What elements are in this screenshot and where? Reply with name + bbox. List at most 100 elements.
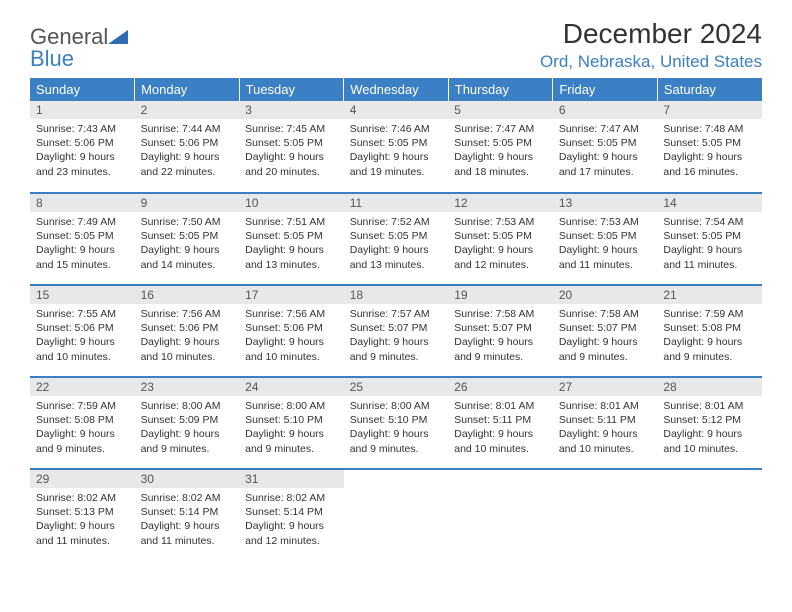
sunrise-text: Sunrise: 8:01 AM <box>663 399 756 413</box>
daylight-text-1: Daylight: 9 hours <box>36 519 129 533</box>
location-text: Ord, Nebraska, United States <box>540 52 762 72</box>
sunrise-text: Sunrise: 7:45 AM <box>245 122 338 136</box>
day-content: Sunrise: 7:59 AMSunset: 5:08 PMDaylight:… <box>30 396 135 460</box>
sunrise-text: Sunrise: 7:51 AM <box>245 215 338 229</box>
calendar-cell: 3Sunrise: 7:45 AMSunset: 5:05 PMDaylight… <box>239 101 344 193</box>
day-content: Sunrise: 8:00 AMSunset: 5:10 PMDaylight:… <box>344 396 449 460</box>
daylight-text-2: and 10 minutes. <box>36 350 129 364</box>
sunset-text: Sunset: 5:11 PM <box>454 413 547 427</box>
sunrise-text: Sunrise: 7:44 AM <box>141 122 234 136</box>
sunset-text: Sunset: 5:10 PM <box>245 413 338 427</box>
sunrise-text: Sunrise: 7:57 AM <box>350 307 443 321</box>
daylight-text-1: Daylight: 9 hours <box>454 335 547 349</box>
day-content: Sunrise: 7:46 AMSunset: 5:05 PMDaylight:… <box>344 119 449 183</box>
daylight-text-1: Daylight: 9 hours <box>663 150 756 164</box>
sunset-text: Sunset: 5:06 PM <box>245 321 338 335</box>
calendar-cell: 13Sunrise: 7:53 AMSunset: 5:05 PMDayligh… <box>553 193 658 285</box>
daylight-text-2: and 9 minutes. <box>36 442 129 456</box>
daylight-text-1: Daylight: 9 hours <box>245 243 338 257</box>
logo-word2: Blue <box>30 46 74 71</box>
daylight-text-1: Daylight: 9 hours <box>141 335 234 349</box>
daylight-text-2: and 9 minutes. <box>141 442 234 456</box>
daylight-text-1: Daylight: 9 hours <box>36 150 129 164</box>
daylight-text-2: and 15 minutes. <box>36 258 129 272</box>
sunrise-text: Sunrise: 7:58 AM <box>454 307 547 321</box>
calendar-cell <box>344 469 449 561</box>
day-number: 11 <box>344 194 449 212</box>
daylight-text-2: and 9 minutes. <box>454 350 547 364</box>
day-content: Sunrise: 7:59 AMSunset: 5:08 PMDaylight:… <box>657 304 762 368</box>
day-content: Sunrise: 7:56 AMSunset: 5:06 PMDaylight:… <box>239 304 344 368</box>
sunset-text: Sunset: 5:14 PM <box>245 505 338 519</box>
daylight-text-2: and 10 minutes. <box>141 350 234 364</box>
sunset-text: Sunset: 5:05 PM <box>559 229 652 243</box>
sunset-text: Sunset: 5:05 PM <box>454 136 547 150</box>
day-content: Sunrise: 7:43 AMSunset: 5:06 PMDaylight:… <box>30 119 135 183</box>
daylight-text-1: Daylight: 9 hours <box>245 519 338 533</box>
daylight-text-2: and 23 minutes. <box>36 165 129 179</box>
weekday-header: Monday <box>135 78 240 101</box>
sunrise-text: Sunrise: 7:58 AM <box>559 307 652 321</box>
daylight-text-1: Daylight: 9 hours <box>559 427 652 441</box>
day-content: Sunrise: 7:58 AMSunset: 5:07 PMDaylight:… <box>553 304 658 368</box>
day-number: 20 <box>553 286 658 304</box>
day-number: 29 <box>30 470 135 488</box>
daylight-text-1: Daylight: 9 hours <box>350 427 443 441</box>
calendar-cell: 17Sunrise: 7:56 AMSunset: 5:06 PMDayligh… <box>239 285 344 377</box>
calendar-table: Sunday Monday Tuesday Wednesday Thursday… <box>30 78 762 561</box>
calendar-cell: 8Sunrise: 7:49 AMSunset: 5:05 PMDaylight… <box>30 193 135 285</box>
day-number: 22 <box>30 378 135 396</box>
daylight-text-2: and 13 minutes. <box>350 258 443 272</box>
calendar-cell: 25Sunrise: 8:00 AMSunset: 5:10 PMDayligh… <box>344 377 449 469</box>
day-number: 7 <box>657 101 762 119</box>
sunrise-text: Sunrise: 8:00 AM <box>141 399 234 413</box>
day-number: 24 <box>239 378 344 396</box>
weekday-header: Wednesday <box>344 78 449 101</box>
sunrise-text: Sunrise: 8:01 AM <box>454 399 547 413</box>
day-number: 18 <box>344 286 449 304</box>
calendar-cell: 21Sunrise: 7:59 AMSunset: 5:08 PMDayligh… <box>657 285 762 377</box>
daylight-text-2: and 9 minutes. <box>350 442 443 456</box>
sunrise-text: Sunrise: 7:49 AM <box>36 215 129 229</box>
daylight-text-2: and 10 minutes. <box>559 442 652 456</box>
calendar-cell: 4Sunrise: 7:46 AMSunset: 5:05 PMDaylight… <box>344 101 449 193</box>
daylight-text-2: and 11 minutes. <box>36 534 129 548</box>
day-content: Sunrise: 7:54 AMSunset: 5:05 PMDaylight:… <box>657 212 762 276</box>
daylight-text-2: and 10 minutes. <box>663 442 756 456</box>
calendar-cell: 14Sunrise: 7:54 AMSunset: 5:05 PMDayligh… <box>657 193 762 285</box>
daylight-text-2: and 10 minutes. <box>245 350 338 364</box>
daylight-text-1: Daylight: 9 hours <box>36 243 129 257</box>
daylight-text-2: and 19 minutes. <box>350 165 443 179</box>
daylight-text-1: Daylight: 9 hours <box>559 150 652 164</box>
day-number: 14 <box>657 194 762 212</box>
calendar-cell: 12Sunrise: 7:53 AMSunset: 5:05 PMDayligh… <box>448 193 553 285</box>
day-number: 21 <box>657 286 762 304</box>
calendar-cell: 24Sunrise: 8:00 AMSunset: 5:10 PMDayligh… <box>239 377 344 469</box>
day-number: 23 <box>135 378 240 396</box>
sunset-text: Sunset: 5:14 PM <box>141 505 234 519</box>
sunset-text: Sunset: 5:05 PM <box>559 136 652 150</box>
sunrise-text: Sunrise: 7:50 AM <box>141 215 234 229</box>
weekday-header: Tuesday <box>239 78 344 101</box>
logo: General Blue <box>30 18 128 70</box>
day-number: 1 <box>30 101 135 119</box>
daylight-text-1: Daylight: 9 hours <box>141 519 234 533</box>
calendar-row: 15Sunrise: 7:55 AMSunset: 5:06 PMDayligh… <box>30 285 762 377</box>
day-content: Sunrise: 7:50 AMSunset: 5:05 PMDaylight:… <box>135 212 240 276</box>
day-content: Sunrise: 7:56 AMSunset: 5:06 PMDaylight:… <box>135 304 240 368</box>
sunset-text: Sunset: 5:05 PM <box>350 229 443 243</box>
weekday-header: Thursday <box>448 78 553 101</box>
calendar-cell: 22Sunrise: 7:59 AMSunset: 5:08 PMDayligh… <box>30 377 135 469</box>
day-content: Sunrise: 7:44 AMSunset: 5:06 PMDaylight:… <box>135 119 240 183</box>
day-number: 2 <box>135 101 240 119</box>
page-container: General Blue December 2024 Ord, Nebraska… <box>0 0 792 581</box>
sunrise-text: Sunrise: 8:00 AM <box>245 399 338 413</box>
sunset-text: Sunset: 5:12 PM <box>663 413 756 427</box>
day-number: 26 <box>448 378 553 396</box>
daylight-text-1: Daylight: 9 hours <box>350 335 443 349</box>
daylight-text-2: and 22 minutes. <box>141 165 234 179</box>
title-block: December 2024 Ord, Nebraska, United Stat… <box>540 18 762 72</box>
day-number: 6 <box>553 101 658 119</box>
sunrise-text: Sunrise: 7:48 AM <box>663 122 756 136</box>
day-content: Sunrise: 7:55 AMSunset: 5:06 PMDaylight:… <box>30 304 135 368</box>
